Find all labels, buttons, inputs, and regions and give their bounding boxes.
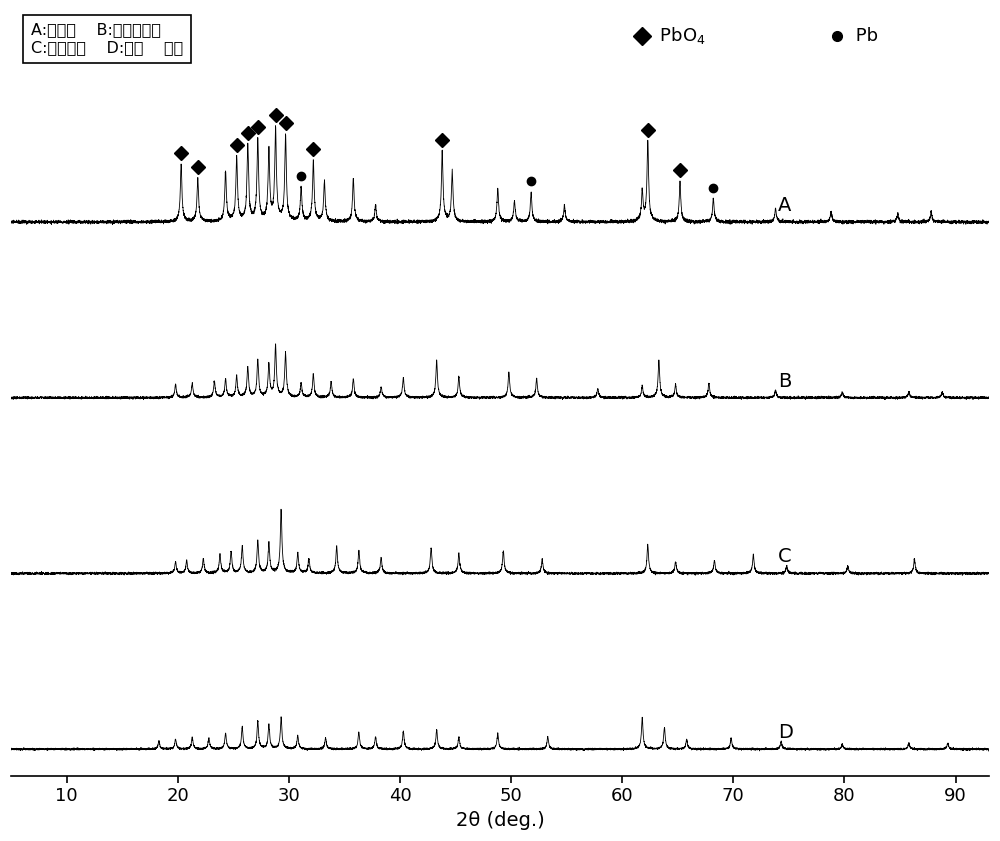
Text: Pb: Pb — [850, 27, 878, 45]
Text: A: A — [778, 196, 791, 215]
Text: D: D — [778, 723, 793, 742]
X-axis label: 2θ (deg.): 2θ (deg.) — [456, 811, 544, 830]
Text: C: C — [778, 547, 791, 566]
Text: PbO$_4$: PbO$_4$ — [654, 25, 706, 46]
Text: A:腐殖酸    B:木素磺酸钠
C:复合材料    D:空白    样品: A:腐殖酸 B:木素磺酸钠 C:复合材料 D:空白 样品 — [31, 23, 183, 55]
Text: B: B — [778, 372, 791, 391]
